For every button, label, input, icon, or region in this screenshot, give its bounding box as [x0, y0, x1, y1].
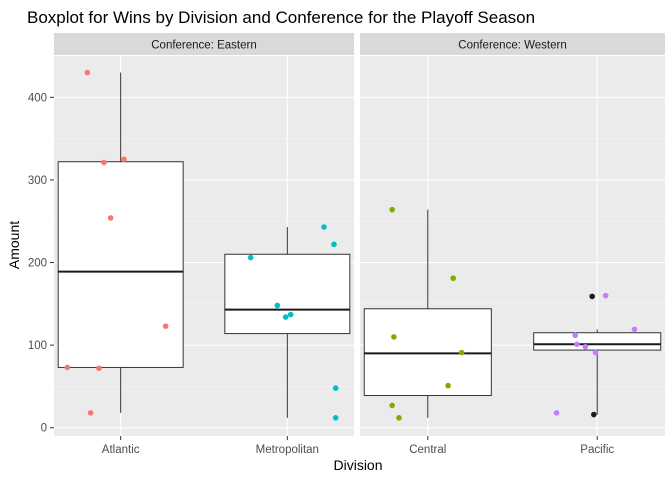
interquartile-box — [224, 253, 351, 335]
data-point — [396, 415, 402, 421]
box-central — [363, 206, 492, 421]
data-point — [389, 206, 395, 213]
y-axis-title: Amount — [6, 221, 22, 269]
data-point — [592, 349, 599, 356]
data-point — [589, 293, 595, 300]
data-point — [389, 402, 395, 409]
facet-strip — [54, 33, 354, 55]
facet-strip — [360, 33, 665, 55]
chart-title: Boxplot for Wins by Division and Confere… — [27, 8, 535, 27]
x-tick-label: Pacific — [580, 444, 614, 456]
box-metropolitan — [224, 224, 351, 421]
data-point — [87, 410, 94, 416]
facet-strip-label: Conference: Western — [458, 40, 566, 52]
data-point — [572, 332, 578, 339]
y-tick-label: 200 — [28, 258, 47, 270]
data-point — [391, 334, 397, 340]
data-point — [631, 326, 638, 333]
data-point — [282, 314, 289, 320]
data-point — [574, 341, 580, 348]
x-tick-label: Metropolitan — [256, 444, 319, 456]
data-point — [96, 365, 102, 372]
x-axis-title: Division — [333, 457, 382, 473]
data-point — [332, 415, 339, 421]
data-point — [332, 385, 339, 391]
box-atlantic — [57, 69, 184, 416]
data-point — [458, 349, 465, 356]
data-point — [321, 224, 327, 230]
y-tick-label: 100 — [28, 340, 47, 352]
interquartile-box — [363, 308, 492, 397]
y-tick-label: 400 — [28, 92, 47, 104]
data-point — [107, 215, 114, 221]
data-point — [274, 302, 281, 309]
data-point — [450, 275, 456, 282]
data-point — [602, 292, 609, 299]
y-tick-label: 0 — [41, 423, 47, 435]
box-pacific — [533, 292, 662, 418]
facet-panel-1: Conference: Eastern Atlantic Metropolitan — [54, 33, 354, 456]
interquartile-box — [533, 332, 662, 351]
data-point — [591, 411, 597, 418]
data-point — [331, 241, 337, 248]
data-point — [101, 159, 107, 166]
x-tick-label: Central — [409, 444, 446, 456]
y-tick-label: 300 — [28, 175, 47, 187]
interquartile-box — [57, 161, 184, 368]
x-tick-label: Atlantic — [102, 444, 140, 456]
data-point — [162, 323, 169, 329]
data-point — [287, 311, 294, 318]
data-point — [84, 69, 91, 76]
facet-panel-2: Conference: Western Central Pacific — [360, 33, 665, 456]
data-point — [64, 364, 71, 371]
data-point — [247, 254, 254, 261]
facet-strip-label: Conference: Eastern — [151, 40, 256, 52]
data-point — [445, 382, 451, 389]
data-point — [553, 410, 560, 416]
data-point — [121, 156, 127, 163]
data-point — [582, 343, 589, 350]
